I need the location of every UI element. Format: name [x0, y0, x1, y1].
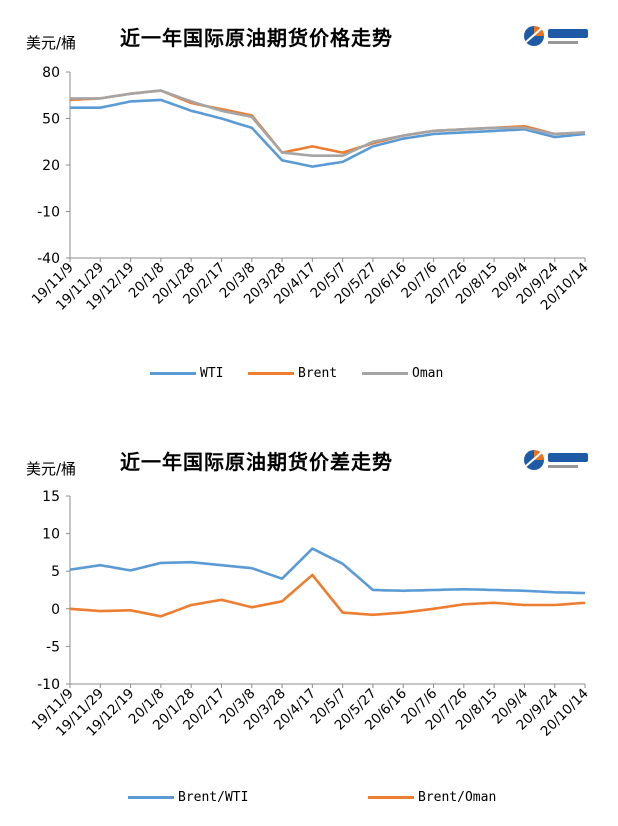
y-tick-label: 15 [42, 489, 60, 505]
y-tick-label: 10 [42, 527, 60, 543]
y-tick-label: -10 [37, 677, 60, 693]
legend-swatch [248, 372, 294, 375]
spread-chart: 美元/桶 近一年国际原油期货价差走势 15 10 5 0 -5 -10 19/11/9 19/… [0, 418, 618, 826]
legend-label: Brent/WTI [178, 790, 249, 805]
price-plot-area: 805020-10-4019/11/919/11/2919/12/1920/1/… [29, 65, 592, 314]
brand-logo [524, 450, 588, 470]
y-tick-label: -40 [37, 251, 60, 267]
chart-title: 近一年国际原油期货价差走势 [120, 450, 393, 474]
y-tick-label: 80 [42, 65, 60, 81]
series-line-wti [70, 98, 586, 168]
y-unit-label: 美元/桶 [26, 34, 77, 52]
chart-title: 近一年国际原油期货价格走势 [120, 26, 393, 50]
legend-swatch [150, 372, 196, 375]
legend-label: Oman [412, 366, 444, 381]
legend-swatch [368, 796, 414, 799]
legend-item: Oman [362, 366, 443, 381]
legend-swatch [362, 372, 408, 375]
legend-item: Brent/Oman [368, 790, 496, 805]
y-tick-label: 0 [51, 602, 60, 618]
y-tick-label: -5 [46, 639, 60, 655]
brand-logo [524, 26, 588, 46]
y-tick-label: -10 [37, 205, 60, 221]
y-unit-label: 美元/桶 [26, 460, 77, 478]
legend-label: WTI [200, 366, 224, 381]
y-tick-label: 20 [42, 158, 60, 174]
legend-label: Brent [298, 366, 338, 381]
spread-plot-area: 151050-5-1019/11/919/11/2919/12/1920/1/8… [29, 489, 592, 740]
legend-item: Brent [248, 366, 337, 381]
legend-item: Brent/WTI [128, 790, 248, 805]
legend-label: Brent/Oman [418, 790, 497, 805]
series-line-brent-oman [69, 573, 586, 618]
series-line-brent-wti [69, 547, 586, 595]
series-line-oman [70, 89, 586, 157]
legend-item: WTI [150, 366, 223, 381]
legend-swatch [128, 796, 174, 799]
price-chart: 美元/桶 近一年国际原油期货价格走势 80 50 20 -10 -40 19/11/9 19… [0, 0, 618, 400]
y-tick-label: 5 [51, 564, 60, 580]
y-tick-label: 50 [42, 112, 60, 128]
